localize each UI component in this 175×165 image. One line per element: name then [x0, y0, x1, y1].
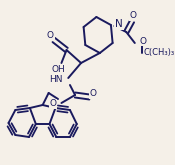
Text: N: N [115, 19, 123, 29]
Text: O: O [89, 89, 96, 99]
Text: O: O [47, 32, 54, 40]
Text: O: O [139, 36, 146, 46]
Text: O: O [130, 12, 137, 20]
Text: OH: OH [51, 65, 65, 73]
Text: O: O [49, 99, 56, 109]
Text: HN: HN [49, 76, 62, 84]
Text: C(CH₃)₃: C(CH₃)₃ [143, 49, 174, 57]
